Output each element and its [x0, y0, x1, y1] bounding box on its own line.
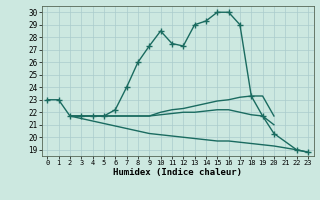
- X-axis label: Humidex (Indice chaleur): Humidex (Indice chaleur): [113, 168, 242, 177]
